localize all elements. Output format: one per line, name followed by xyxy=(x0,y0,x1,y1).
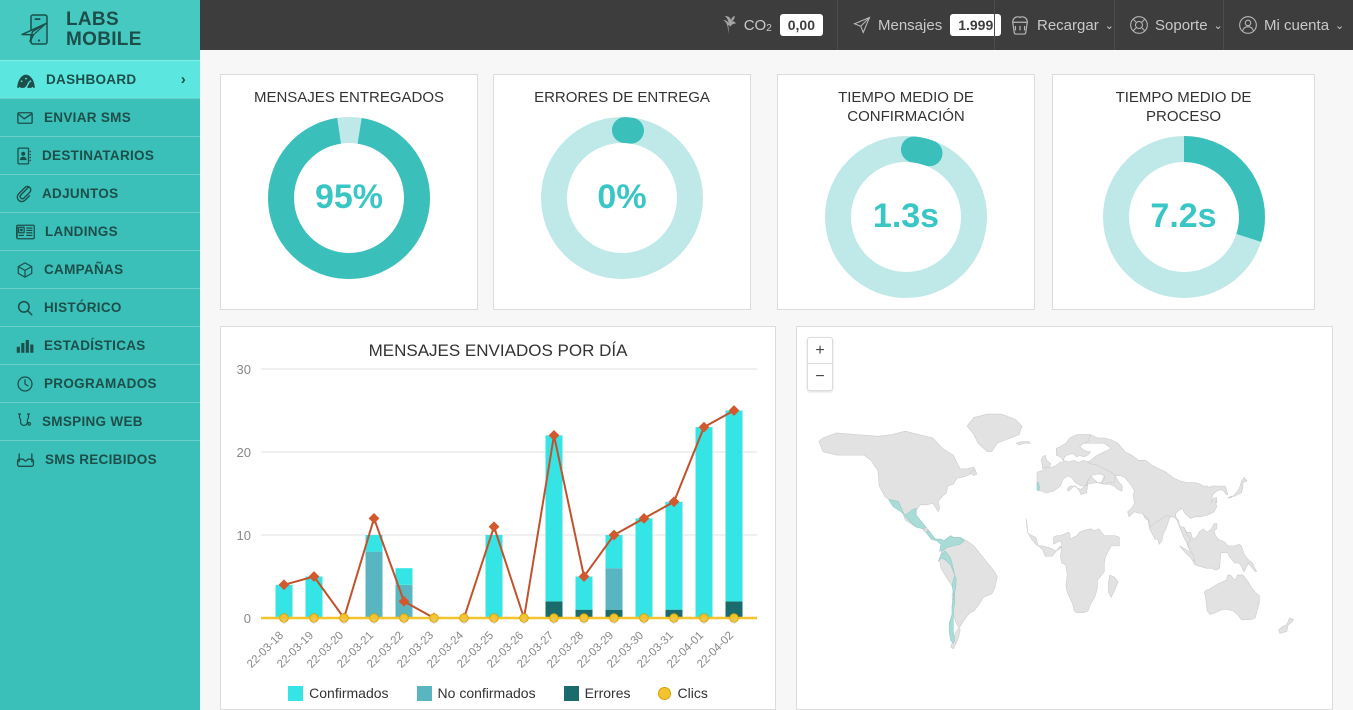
svg-text:10: 10 xyxy=(237,528,251,543)
svg-text:20: 20 xyxy=(237,445,251,460)
svg-text:30: 30 xyxy=(237,362,251,377)
svg-text:0: 0 xyxy=(244,611,251,626)
